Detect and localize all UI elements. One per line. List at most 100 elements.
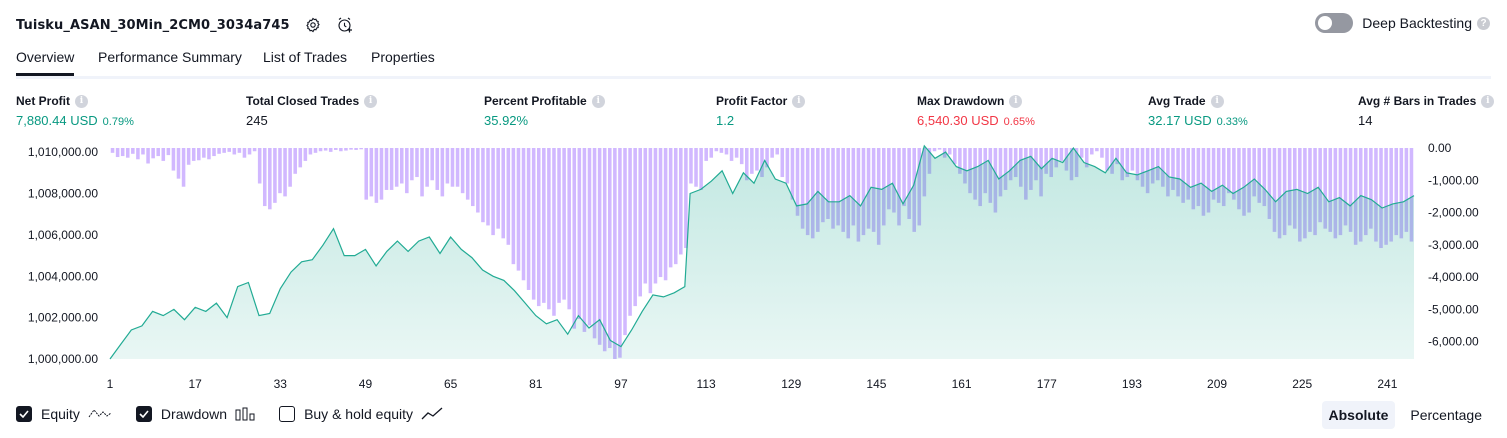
drawdown-checkbox[interactable] (135, 406, 152, 422)
drawdown-bar (1389, 148, 1393, 242)
drawdown-bar (653, 148, 658, 284)
drawdown-bar (1333, 148, 1338, 239)
drawdown-bar (998, 148, 1003, 197)
drawdown-bar (181, 148, 186, 187)
right-axis-tick-label: -6,000.00 (1428, 335, 1479, 349)
drawdown-bar (278, 148, 282, 194)
drawdown-bar (1323, 148, 1327, 229)
drawdown-bar (755, 148, 759, 171)
right-axis-tick-label: 0.00 (1428, 141, 1452, 155)
info-icon[interactable]: i (1481, 94, 1495, 108)
info-icon[interactable]: i (364, 94, 378, 108)
drawdown-bar (1216, 148, 1221, 203)
drawdown-bar (699, 148, 703, 190)
drawdown-bar (288, 148, 292, 187)
drawdown-bar (1155, 148, 1160, 181)
drawdown-bar (577, 148, 582, 319)
drawdown-bar (349, 148, 353, 150)
add-alert-clock-icon[interactable] (336, 16, 354, 34)
drawdown-bar (222, 148, 226, 153)
drawdown-bar (882, 148, 886, 226)
drawdown-bar (1003, 148, 1008, 190)
right-axis-tick-label: -1,000.00 (1428, 173, 1479, 187)
drawdown-bar (1120, 148, 1125, 181)
drawdown-bar (932, 148, 937, 152)
drawdown-bar (521, 148, 526, 281)
info-icon[interactable]: i (792, 94, 806, 108)
equity-line-icon (88, 407, 112, 421)
buy-hold-checkbox[interactable] (279, 406, 296, 422)
info-icon[interactable]: i (1009, 94, 1023, 108)
x-axis-tick-label: 65 (444, 377, 458, 391)
drawdown-label: Drawdown (160, 406, 228, 422)
drawdown-bar (1176, 148, 1180, 197)
tab-properties[interactable]: Properties (371, 49, 435, 65)
chart-legend: Equity Drawdown Buy & hold equity (16, 403, 467, 425)
deep-backtesting-toggle[interactable] (1315, 13, 1354, 33)
drawdown-bar (303, 148, 308, 161)
drawdown-bar (1095, 148, 1099, 152)
drawdown-bar (293, 148, 297, 174)
drawdown-bar (663, 148, 668, 281)
drawdown-bar (1079, 148, 1084, 158)
legend-buy-hold[interactable]: Buy & hold equity (279, 406, 443, 422)
drawdown-bar (298, 148, 303, 168)
drawdown-bar (1343, 148, 1348, 226)
drawdown-bar (810, 148, 815, 239)
tab-performance-summary[interactable]: Performance Summary (98, 49, 242, 65)
settings-gear-icon[interactable] (304, 16, 322, 34)
drawdown-bar (344, 148, 348, 151)
x-axis-tick-label: 161 (952, 377, 972, 391)
stat-value: 14 (1358, 113, 1373, 128)
stat-net-profit: Net Profit i 7,880.44 USD 0.79% (16, 94, 134, 128)
left-axis: 1,000,000.00 1,002,000.00 1,004,000.00 1,00… (28, 145, 98, 366)
drawdown-bar (562, 148, 566, 300)
drawdown-bar (334, 148, 338, 150)
info-icon[interactable]: i (591, 94, 605, 108)
drawdown-bar (120, 148, 125, 157)
drawdown-bar (572, 148, 577, 329)
legend-drawdown[interactable]: Drawdown (135, 406, 255, 422)
drawdown-bar (186, 148, 191, 165)
drawdown-bar (146, 148, 150, 164)
x-axis: 1 17 33 49 65 81 97 113 129 145 161 177 193 209 225 241 (107, 377, 1398, 391)
drawdown-bar (1318, 148, 1322, 223)
drawdown-bar (1211, 148, 1216, 200)
x-axis-tick-label: 209 (1207, 377, 1227, 391)
mode-percentage[interactable]: Percentage (1410, 407, 1482, 423)
left-axis-tick-label: 1,004,000.00 (28, 269, 98, 283)
drawdown-bar (841, 148, 845, 232)
drawdown-bar (1059, 148, 1064, 161)
drawdown-bar (1282, 148, 1287, 236)
legend-equity[interactable]: Equity (16, 406, 112, 422)
drawdown-bar (1201, 148, 1206, 216)
x-axis-tick-label: 81 (529, 377, 543, 391)
drawdown-bar (1292, 148, 1297, 229)
tab-overview[interactable]: Overview (16, 49, 75, 76)
drawdown-bar (212, 148, 216, 157)
drawdown-bar (415, 148, 419, 178)
stat-avg-bars-in-trades: Avg # Bars in Trades i 14 (1358, 94, 1495, 128)
drawdown-bar (953, 148, 957, 165)
stats-row: Net Profit i 7,880.44 USD 0.79% Total Clos… (0, 94, 1507, 134)
equity-drawdown-chart[interactable]: 1,000,000.00 1,002,000.00 1,004,000.00 1,00… (0, 140, 1507, 396)
mode-absolute[interactable]: Absolute (1321, 401, 1396, 429)
x-axis-tick-label: 241 (1377, 377, 1397, 391)
x-axis-tick-label: 193 (1122, 377, 1142, 391)
drawdown-bar (1358, 148, 1363, 242)
help-icon[interactable]: ? (1477, 16, 1490, 30)
x-axis-tick-label: 17 (188, 377, 202, 391)
drawdown-bar (511, 148, 516, 265)
x-axis-tick-label: 1 (107, 377, 114, 391)
info-icon[interactable]: i (1210, 94, 1224, 108)
drawdown-bar (1379, 148, 1383, 249)
info-icon[interactable]: i (75, 94, 88, 108)
drawdown-bar (308, 148, 313, 155)
drawdown-bar (1008, 148, 1013, 181)
drawdown-bar (897, 148, 901, 226)
drawdown-bar (481, 148, 485, 223)
tab-list-of-trades[interactable]: List of Trades (263, 49, 348, 65)
stat-total-closed-trades: Total Closed Trades i 245 (246, 94, 378, 128)
equity-checkbox[interactable] (16, 406, 32, 422)
drawdown-bar (136, 148, 140, 160)
